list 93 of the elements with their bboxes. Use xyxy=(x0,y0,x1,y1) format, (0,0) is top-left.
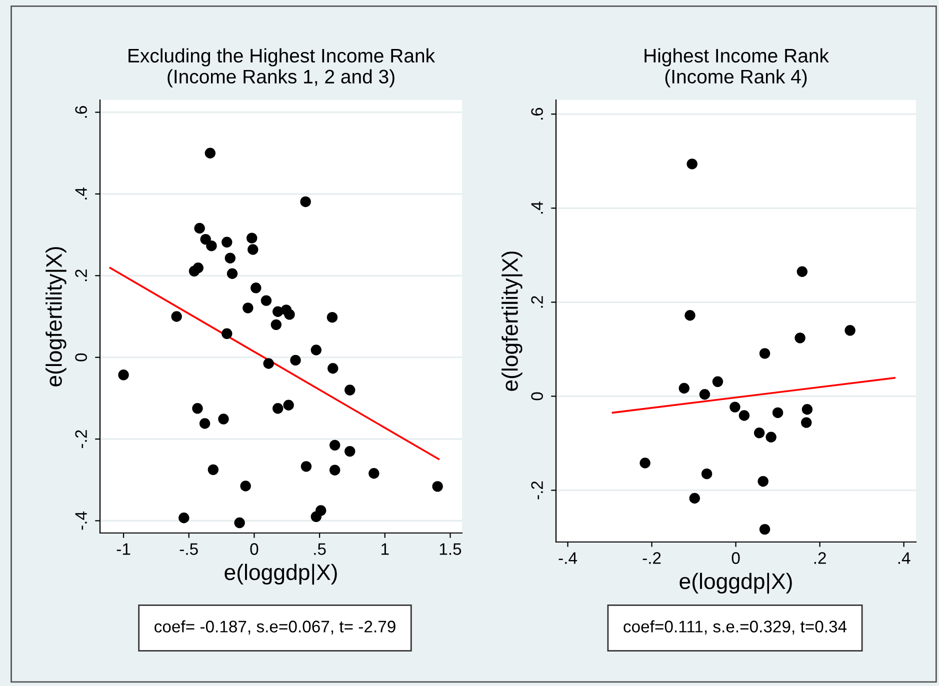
point xyxy=(328,363,338,374)
point xyxy=(204,148,216,158)
point xyxy=(329,440,340,451)
y-tick-label: .2 xyxy=(531,296,543,308)
point xyxy=(222,328,232,340)
point xyxy=(699,389,710,400)
point xyxy=(640,458,650,468)
point xyxy=(206,240,217,252)
text: coef=0.111, s.e.=0.329, t=0.34 xyxy=(624,620,847,634)
point xyxy=(284,309,295,320)
point xyxy=(118,370,129,380)
y-axis-title: e(logfertility|X) xyxy=(502,252,522,391)
x-axis-title: e(loggdp|X) xyxy=(680,572,792,594)
y-tick-label: .6 xyxy=(531,108,543,120)
point xyxy=(171,311,182,322)
point xyxy=(272,403,284,414)
x-tick-label: 1 xyxy=(382,543,389,555)
point xyxy=(701,468,712,480)
point xyxy=(192,262,204,274)
point xyxy=(686,158,698,170)
point xyxy=(316,505,326,516)
y-tick-label: -.4 xyxy=(75,512,87,530)
y-tick-label: 0 xyxy=(75,353,87,362)
y-tick-label: 0 xyxy=(531,392,543,400)
point xyxy=(801,417,812,428)
x-tick-label: -.5 xyxy=(180,543,198,555)
point xyxy=(300,461,312,472)
y-tick-label: .4 xyxy=(75,187,87,200)
point xyxy=(300,196,311,208)
x-tick-label: 0 xyxy=(250,543,258,555)
y-tick-label: .4 xyxy=(531,202,543,214)
point xyxy=(263,358,274,369)
y-axis-title: e(logfertility|X) xyxy=(46,247,66,386)
x-tick-label: 1.5 xyxy=(440,543,462,555)
point xyxy=(240,480,251,492)
x-tick-label: .5 xyxy=(314,543,326,555)
x-tick-label: -.2 xyxy=(642,552,661,564)
point xyxy=(712,376,724,388)
point xyxy=(218,414,229,424)
point xyxy=(432,481,443,492)
point xyxy=(246,232,258,244)
y-tick-label: .6 xyxy=(75,106,87,118)
point xyxy=(194,222,205,234)
y-tick-label: .2 xyxy=(75,270,87,282)
point xyxy=(758,476,768,487)
point xyxy=(344,446,356,457)
point xyxy=(250,282,262,294)
point xyxy=(283,400,294,410)
point xyxy=(192,403,203,414)
point xyxy=(754,428,765,438)
point xyxy=(344,384,356,396)
point xyxy=(242,302,254,314)
point xyxy=(270,319,282,330)
point xyxy=(368,468,380,479)
point xyxy=(794,332,806,344)
point xyxy=(200,234,211,245)
point xyxy=(222,236,232,248)
point xyxy=(226,268,238,279)
point xyxy=(802,404,813,415)
text: coef= -0.187, s.e=0.067, t= -2.79 xyxy=(154,620,396,634)
point xyxy=(310,344,322,356)
x-tick-label: -1 xyxy=(116,543,130,555)
point xyxy=(772,407,784,418)
point xyxy=(290,354,301,366)
point xyxy=(178,512,190,524)
x-tick-label: -.4 xyxy=(558,552,577,564)
chart-title: Highest Income Rank (Income Rank 4) xyxy=(644,48,829,88)
point xyxy=(329,464,340,476)
point xyxy=(759,348,770,359)
point xyxy=(796,266,808,277)
point xyxy=(272,306,284,317)
x-tick-label: 0 xyxy=(732,552,740,564)
point xyxy=(844,325,856,336)
y-tick-label: -.2 xyxy=(531,481,543,500)
x-tick-label: .2 xyxy=(814,552,826,564)
point xyxy=(234,517,245,528)
point xyxy=(326,312,338,323)
x-axis-title: e(loggdp|X) xyxy=(224,564,337,585)
y-tick-label: -.2 xyxy=(75,430,87,448)
x-tick-label: .4 xyxy=(898,552,910,564)
point xyxy=(730,402,740,412)
point xyxy=(689,492,700,504)
point xyxy=(684,310,696,321)
point xyxy=(738,410,750,421)
point xyxy=(759,524,770,535)
point xyxy=(248,244,258,255)
point xyxy=(678,382,690,394)
point xyxy=(208,464,219,476)
point xyxy=(766,432,776,442)
chart-title: Excluding the Highest Income Rank (Income Ranks 1, 2 and 3) xyxy=(128,48,436,88)
point xyxy=(260,295,272,306)
point xyxy=(224,252,236,264)
point xyxy=(199,418,210,429)
